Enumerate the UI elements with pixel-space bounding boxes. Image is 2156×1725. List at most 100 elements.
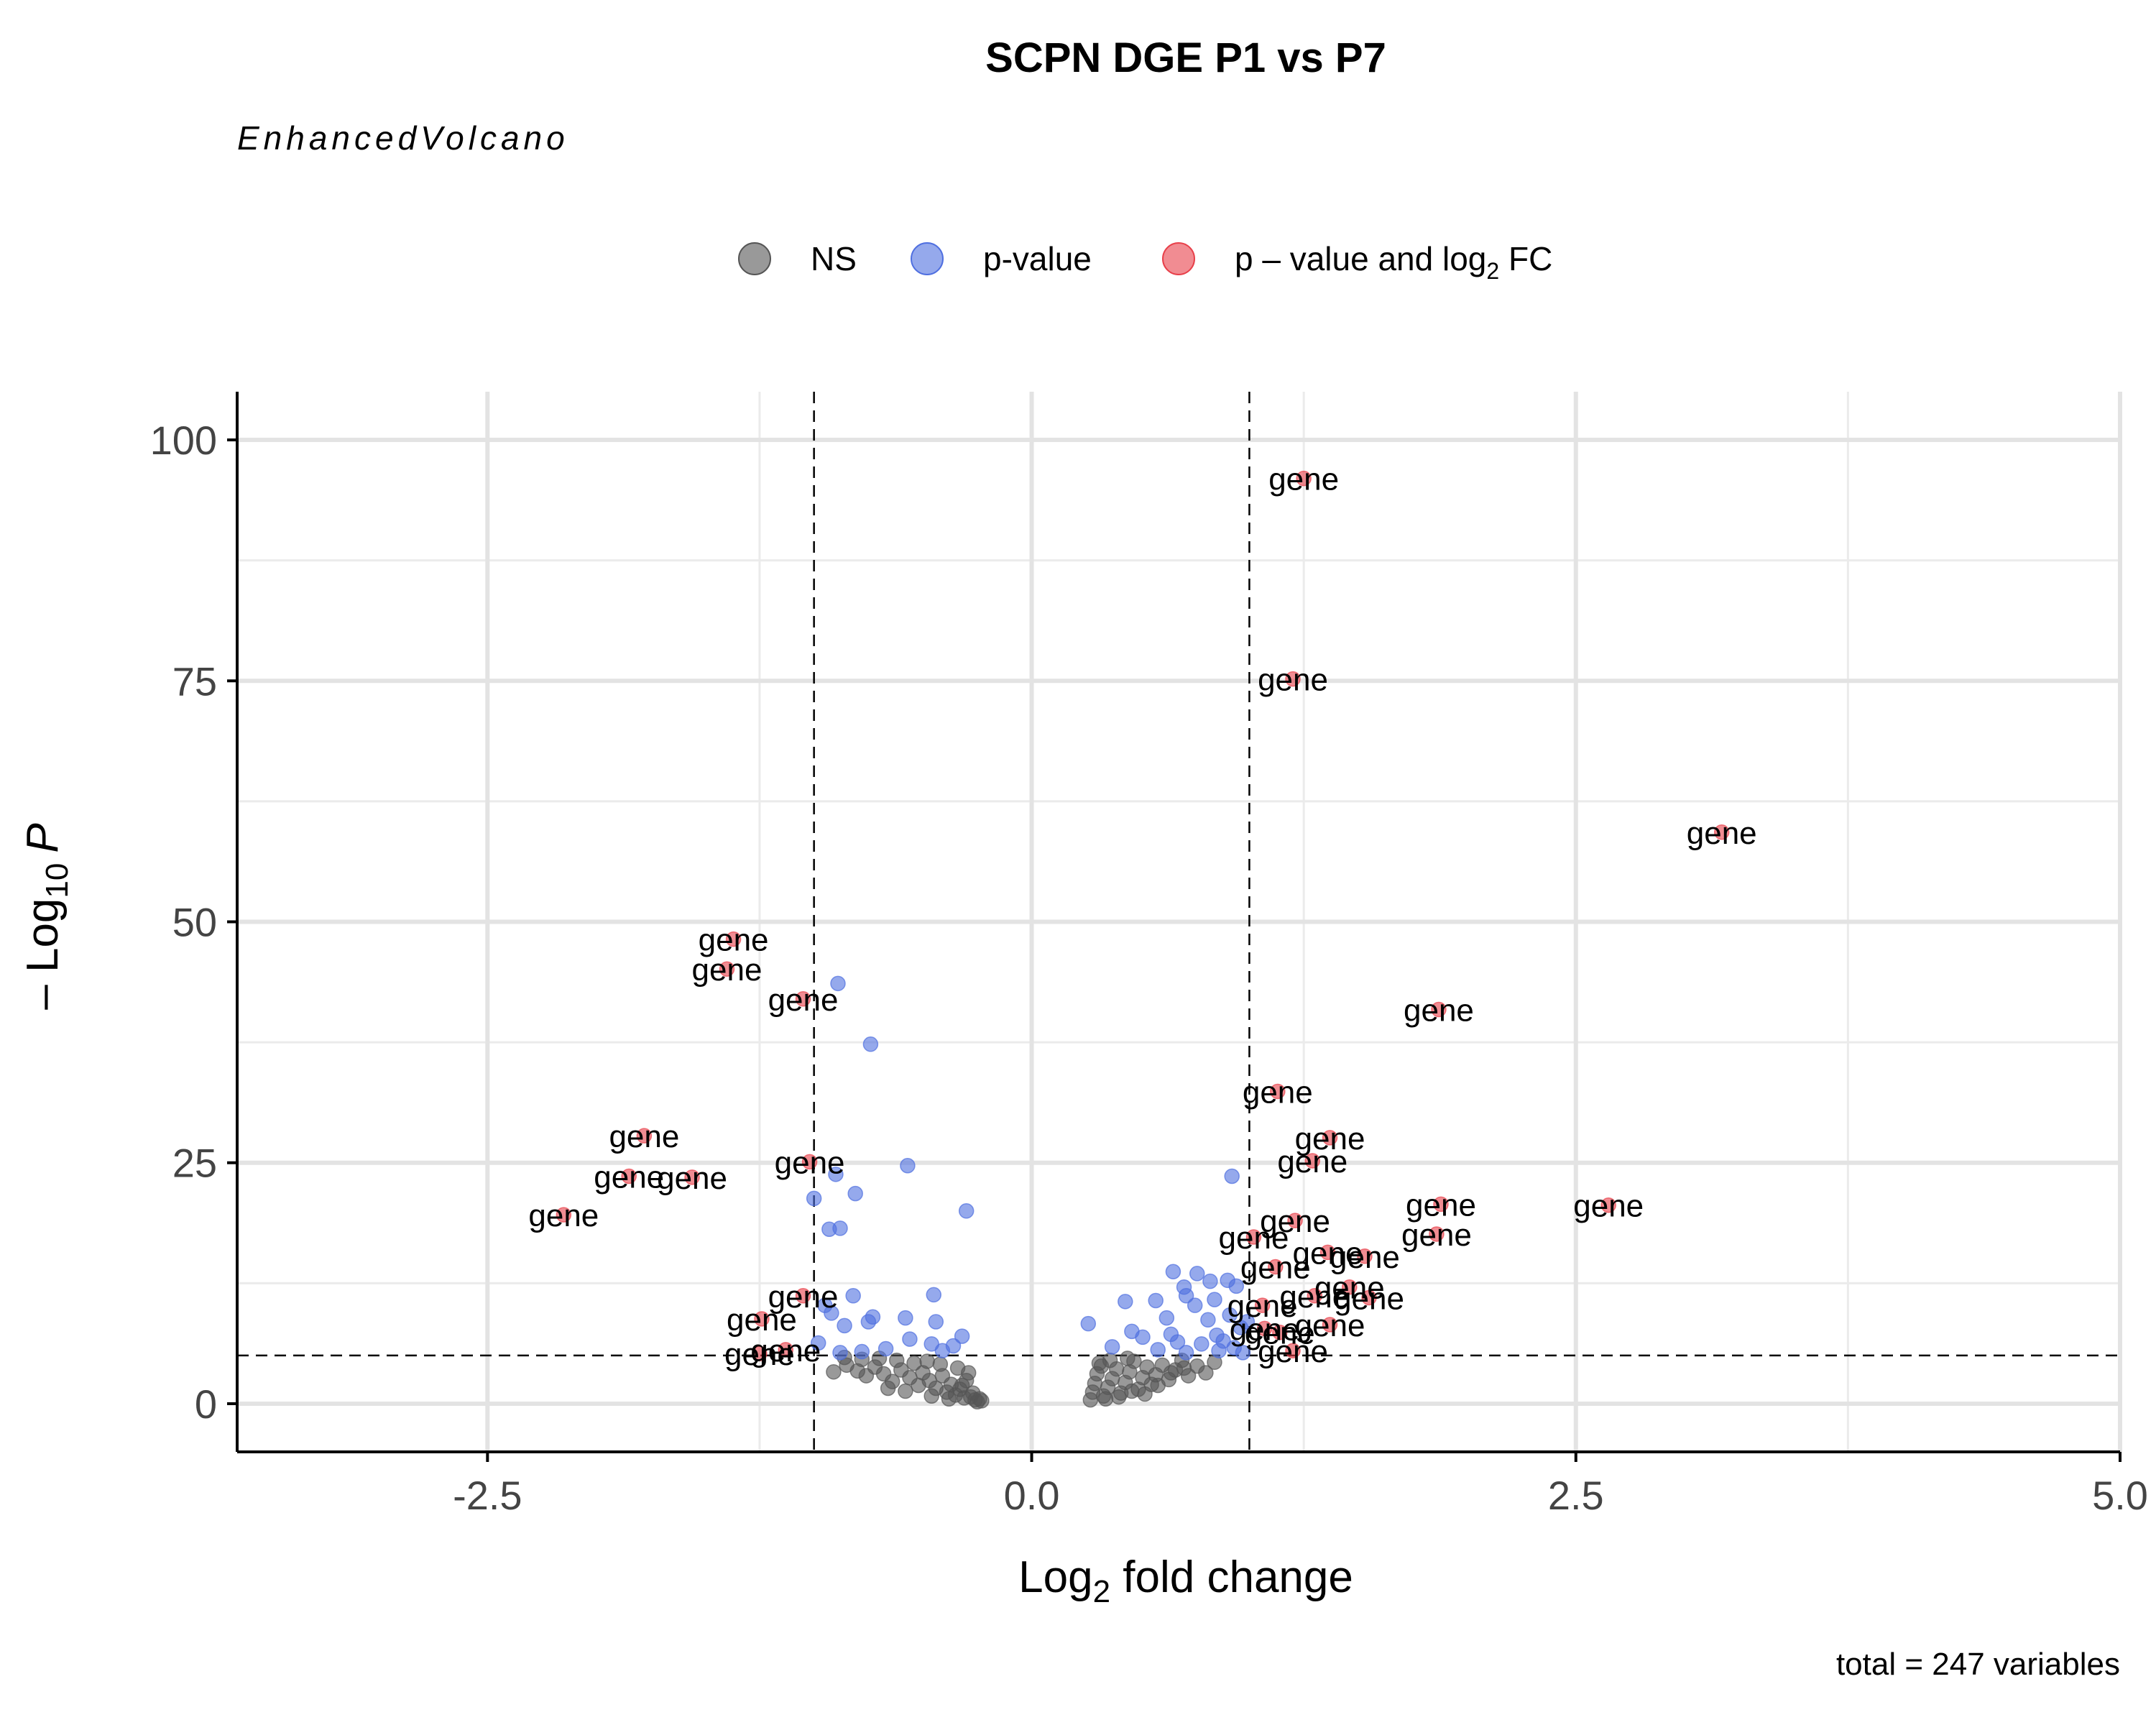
data-point-p-value <box>1187 1297 1203 1313</box>
data-point-p-value-and-fc <box>1245 1229 1262 1245</box>
data-point-p-value <box>830 975 846 992</box>
grid <box>237 392 2122 1452</box>
x-axis-title-rest: fold change <box>1110 1552 1353 1602</box>
data-point-p-value <box>1207 1292 1222 1307</box>
data-point-NS <box>1110 1389 1127 1405</box>
data-point-p-value-and-fc <box>1431 1001 1447 1018</box>
legend-swatch <box>738 242 771 275</box>
data-point-p-value <box>1209 1328 1225 1343</box>
point-label: gene <box>1293 1236 1363 1271</box>
data-point-p-value <box>1224 1168 1240 1184</box>
data-point-p-value <box>926 1287 941 1303</box>
data-point-NS <box>932 1356 949 1372</box>
chart-subtitle: EnhancedVolcano <box>237 119 569 157</box>
point-label: gene <box>692 952 763 988</box>
data-point-p-value-and-fc <box>778 1342 794 1358</box>
data-point-p-value <box>806 1190 822 1207</box>
legend-label: NS <box>811 240 857 277</box>
y-axis-title-main: – Log <box>18 898 68 1010</box>
point-label: gene <box>1268 462 1339 497</box>
data-point-NS <box>954 1377 970 1394</box>
data-point-p-value <box>1135 1329 1151 1346</box>
data-point-p-value <box>845 1288 861 1304</box>
data-point-p-value <box>1202 1273 1218 1289</box>
point-label: gene <box>1245 1316 1315 1351</box>
data-point-p-value <box>854 1343 870 1360</box>
point-label: gene <box>1258 1334 1328 1369</box>
data-point-p-value <box>1080 1315 1097 1332</box>
legend-label: p-value <box>983 240 1092 277</box>
data-point-p-value <box>1228 1278 1245 1294</box>
data-point-p-value-and-fc <box>1304 1153 1321 1169</box>
data-point-p-value-and-fc <box>1270 1083 1286 1100</box>
data-point-p-value <box>832 1345 848 1361</box>
data-point-p-value <box>847 1185 863 1202</box>
x-tick-label: 0.0 <box>1004 1473 1060 1518</box>
data-point-p-value <box>928 1314 944 1330</box>
data-point-p-value-and-fc <box>1600 1197 1616 1213</box>
legend-swatch <box>911 242 944 275</box>
data-point-p-value-and-fc <box>801 1154 818 1170</box>
data-point-p-value-and-fc <box>1319 1244 1336 1261</box>
data-point-p-value <box>934 1343 951 1358</box>
point-label: gene <box>1243 1075 1313 1110</box>
y-tick-label: 0 <box>195 1381 217 1427</box>
point-label: gene <box>699 923 769 958</box>
legend-item-NS: NS <box>738 240 857 277</box>
data-point-p-value-and-fc <box>752 1346 768 1361</box>
data-point-p-value <box>1104 1339 1120 1355</box>
data-point-p-value-and-fc <box>1429 1226 1445 1242</box>
legend-swatch <box>1162 242 1195 275</box>
data-point-p-value <box>900 1158 916 1174</box>
data-point-p-value <box>824 1305 839 1321</box>
y-axis-title-italic: P <box>18 823 68 852</box>
data-point-p-value-and-fc <box>1296 470 1312 487</box>
point-label: gene <box>1279 1279 1350 1315</box>
point-label: gene <box>750 1333 821 1368</box>
point-label: gene <box>768 1279 839 1315</box>
data-point-p-value <box>902 1331 918 1347</box>
data-point-p-value-and-fc <box>1254 1297 1271 1313</box>
data-point-p-value-and-fc <box>1342 1279 1358 1295</box>
data-point-p-value-and-fc <box>1285 671 1301 687</box>
data-point-p-value <box>954 1328 970 1344</box>
data-point-NS <box>889 1352 905 1368</box>
data-point-NS <box>919 1353 935 1369</box>
axes: -2.5 0.0 2.5 5.0 0 25 50 75 100 <box>150 392 2148 1518</box>
legend-item-p-value-and-fc: p – value and log2 FC <box>1162 240 1552 284</box>
point-label: gene <box>727 1302 797 1338</box>
data-point-p-value <box>1163 1326 1179 1343</box>
legend: NS p-value p – value and log2 FC <box>738 240 1552 284</box>
data-point-NS <box>906 1355 922 1371</box>
data-point-p-value-and-fc <box>1272 1324 1288 1340</box>
point-label: gene <box>1277 1144 1348 1179</box>
data-point-p-value <box>1165 1264 1181 1279</box>
data-point-p-value <box>1150 1342 1166 1358</box>
data-point-NS <box>1137 1386 1153 1402</box>
data-point-p-value-and-fc <box>1361 1289 1377 1306</box>
data-point-NS <box>1163 1365 1179 1381</box>
x-tick-label: 2.5 <box>1548 1473 1604 1518</box>
data-point-p-value <box>860 1314 877 1330</box>
y-tick-label: 75 <box>172 658 217 704</box>
point-label: gene <box>1295 1308 1365 1343</box>
data-point-p-value <box>837 1317 852 1334</box>
data-point-p-value-and-fc <box>1285 1343 1301 1358</box>
x-axis-title-sub: 2 <box>1093 1574 1110 1609</box>
data-point-p-value-and-fc <box>1307 1288 1323 1304</box>
data-point-p-value-and-fc <box>719 961 735 977</box>
data-point-p-value <box>898 1310 913 1326</box>
point-label: gene <box>1404 993 1474 1029</box>
data-point-NS <box>974 1393 990 1409</box>
y-tick-label: 25 <box>172 1141 217 1186</box>
data-point-NS <box>880 1380 896 1397</box>
point-label: gene <box>657 1161 727 1196</box>
point-label: gene <box>775 1145 845 1180</box>
data-point-p-value-and-fc <box>1287 1213 1303 1228</box>
data-points <box>556 470 1730 1410</box>
data-point-p-value <box>958 1203 975 1219</box>
data-point-NS <box>1097 1391 1114 1407</box>
point-label: gene <box>1687 816 1757 851</box>
x-axis-title: Log2 fold change <box>1018 1552 1353 1609</box>
